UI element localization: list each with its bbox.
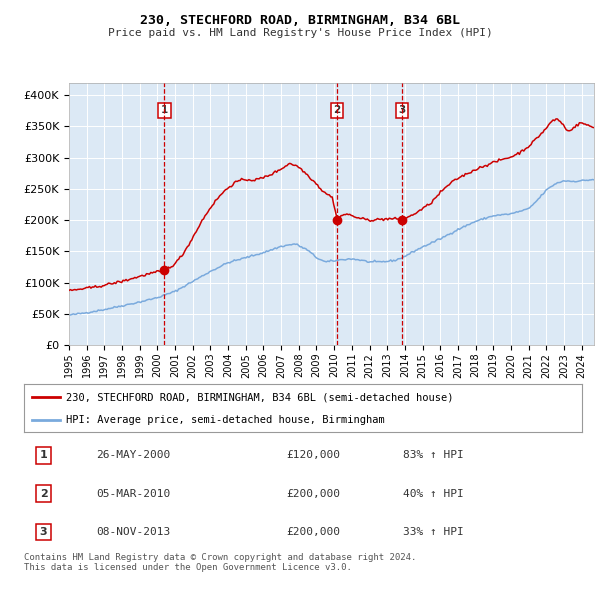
Text: 33% ↑ HPI: 33% ↑ HPI [403, 527, 464, 537]
Text: 2: 2 [40, 489, 47, 499]
Text: 3: 3 [398, 105, 406, 115]
Text: 08-NOV-2013: 08-NOV-2013 [97, 527, 171, 537]
Text: 3: 3 [40, 527, 47, 537]
Text: £120,000: £120,000 [286, 450, 340, 460]
Text: Price paid vs. HM Land Registry's House Price Index (HPI): Price paid vs. HM Land Registry's House … [107, 28, 493, 38]
Text: 1: 1 [40, 450, 47, 460]
Text: 1: 1 [161, 105, 168, 115]
Text: £200,000: £200,000 [286, 489, 340, 499]
Text: 230, STECHFORD ROAD, BIRMINGHAM, B34 6BL (semi-detached house): 230, STECHFORD ROAD, BIRMINGHAM, B34 6BL… [66, 392, 454, 402]
Text: £200,000: £200,000 [286, 527, 340, 537]
Text: 230, STECHFORD ROAD, BIRMINGHAM, B34 6BL: 230, STECHFORD ROAD, BIRMINGHAM, B34 6BL [140, 14, 460, 27]
Text: 40% ↑ HPI: 40% ↑ HPI [403, 489, 464, 499]
Text: 2: 2 [334, 105, 341, 115]
Text: Contains HM Land Registry data © Crown copyright and database right 2024.
This d: Contains HM Land Registry data © Crown c… [24, 553, 416, 572]
Text: 26-MAY-2000: 26-MAY-2000 [97, 450, 171, 460]
Text: HPI: Average price, semi-detached house, Birmingham: HPI: Average price, semi-detached house,… [66, 415, 385, 425]
Text: 83% ↑ HPI: 83% ↑ HPI [403, 450, 464, 460]
Text: 05-MAR-2010: 05-MAR-2010 [97, 489, 171, 499]
